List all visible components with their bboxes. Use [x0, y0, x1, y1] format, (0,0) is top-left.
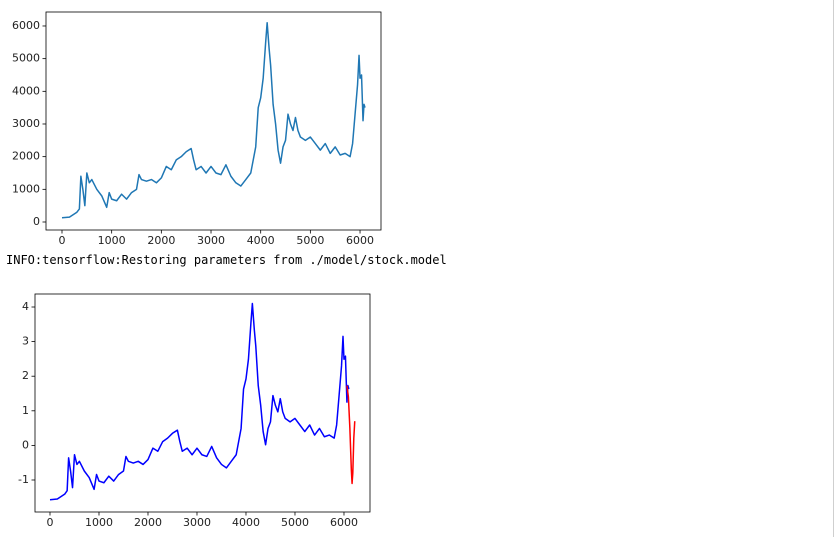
y-tick-label: 2	[22, 369, 29, 382]
x-tick-label: 1000	[85, 516, 113, 529]
y-tick-label: 4000	[12, 84, 40, 97]
y-tick-label: 1	[22, 404, 29, 417]
data-line	[49, 302, 350, 501]
y-tick-label: 2000	[12, 150, 40, 163]
x-tick-label: 1000	[98, 234, 126, 247]
y-tick-label: 4	[22, 300, 29, 313]
x-tick-label: 6000	[346, 234, 374, 247]
data-line	[61, 21, 366, 219]
x-tick-label: 2000	[147, 234, 175, 247]
x-tick-label: 5000	[296, 234, 324, 247]
y-tick-label: 3000	[12, 117, 40, 130]
log-line: INFO:tensorflow:Restoring parameters fro…	[6, 253, 447, 267]
x-tick-label: 5000	[281, 516, 309, 529]
y-tick-label: 5000	[12, 52, 40, 65]
y-tick-label: 0	[33, 215, 40, 228]
y-tick-label: 1000	[12, 182, 40, 195]
x-tick-label: 6000	[330, 516, 358, 529]
x-tick-label: 3000	[197, 234, 225, 247]
x-tick-label: 2000	[134, 516, 162, 529]
y-tick-label: 0	[22, 438, 29, 451]
y-tick-label: -1	[18, 473, 29, 486]
x-tick-label: 0	[46, 516, 53, 529]
y-tick-label: 6000	[12, 19, 40, 32]
axes-frame	[34, 293, 371, 513]
axes-frame	[45, 11, 382, 231]
x-tick-label: 4000	[247, 234, 275, 247]
x-tick-label: 3000	[183, 516, 211, 529]
y-tick-label: 3	[22, 335, 29, 348]
x-tick-label: 4000	[232, 516, 260, 529]
x-tick-label: 0	[58, 234, 65, 247]
data-line	[346, 385, 356, 485]
